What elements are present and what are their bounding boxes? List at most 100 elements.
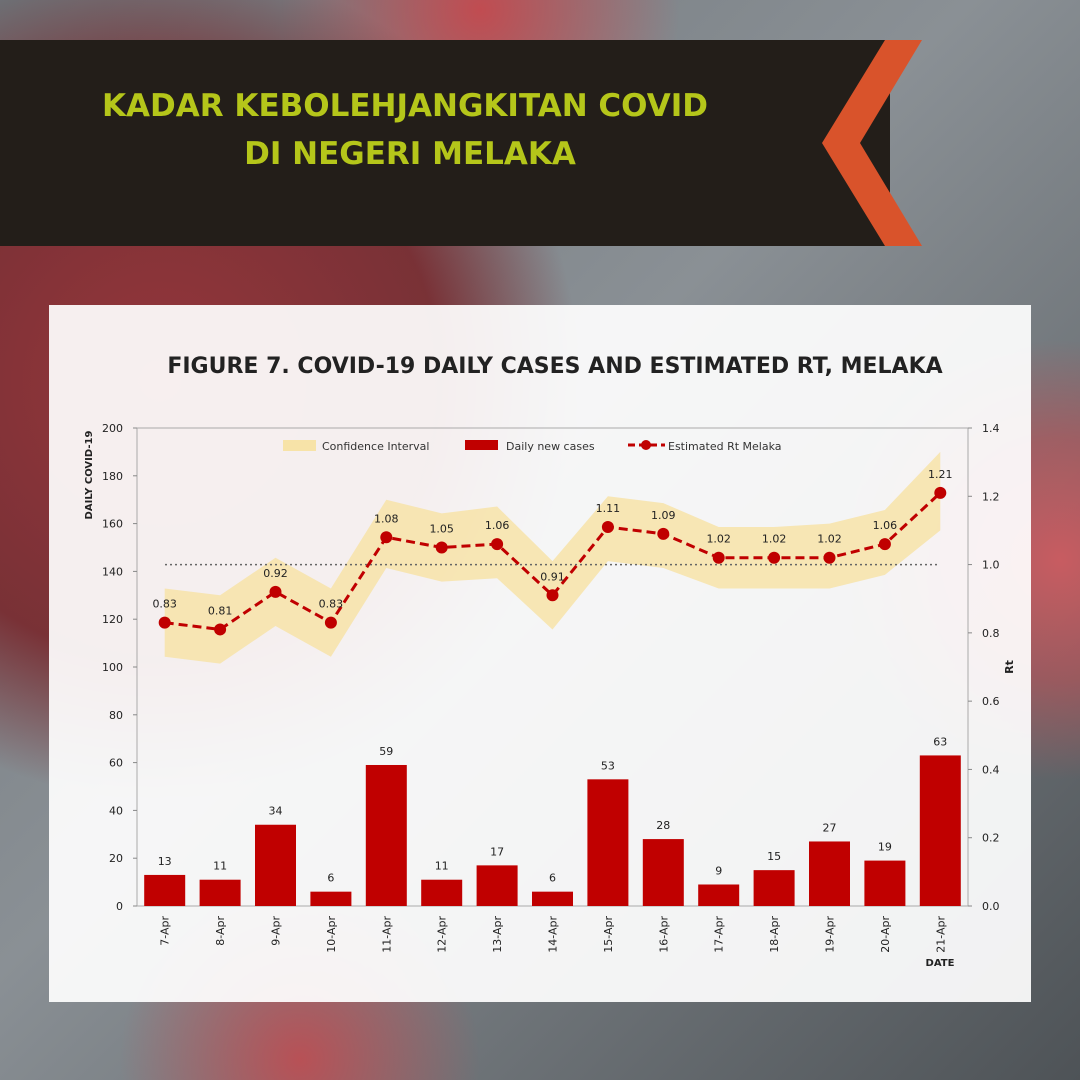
rt-point	[491, 538, 504, 551]
rt-point	[546, 589, 559, 602]
x-tick-label: 10-Apr	[325, 916, 338, 953]
y2-tick-label: 0.6	[982, 695, 1000, 708]
bar	[587, 779, 629, 906]
bar-label: 27	[823, 821, 837, 834]
bar-label: 53	[601, 759, 615, 772]
legend-label: Daily new cases	[506, 440, 595, 453]
y-tick-label: 60	[109, 757, 123, 770]
x-tick-label: 12-Apr	[436, 916, 449, 953]
bar-label: 9	[715, 864, 722, 877]
rt-label: 1.06	[873, 519, 898, 532]
rt-point	[657, 527, 670, 540]
rt-label: 0.81	[208, 604, 233, 617]
y-tick-label: 20	[109, 852, 123, 865]
y-tick-label: 100	[102, 661, 123, 674]
x-tick-label: 16-Apr	[657, 916, 670, 953]
y2-tick-label: 0.8	[982, 627, 1000, 640]
x-tick-label: 18-Apr	[768, 916, 781, 953]
y2-tick-label: 0.2	[982, 832, 1000, 845]
y2-tick-label: 0.0	[982, 900, 1000, 913]
bar-label: 59	[379, 745, 393, 758]
y-tick-label: 80	[109, 709, 123, 722]
banner-bg	[0, 40, 890, 246]
x-tick-label: 7-Apr	[159, 916, 172, 946]
rt-point	[380, 531, 393, 544]
rt-label: 1.11	[596, 502, 621, 515]
legend-label: Confidence Interval	[322, 440, 429, 453]
y-tick-label: 200	[102, 422, 123, 435]
bar	[698, 884, 740, 906]
rt-line	[164, 491, 942, 632]
rt-point	[435, 541, 448, 554]
bar-label: 11	[435, 860, 449, 873]
y-tick-label: 120	[102, 613, 123, 626]
bar	[753, 870, 795, 906]
rt-label: 0.83	[152, 598, 177, 611]
x-tick-label: 8-Apr	[214, 916, 227, 946]
bar	[310, 891, 352, 906]
rt-point	[934, 486, 947, 499]
y2-tick-label: 0.4	[982, 763, 1000, 776]
x-tick-label: 13-Apr	[491, 916, 504, 953]
bar-label: 6	[327, 872, 334, 885]
rt-label: 0.83	[319, 598, 344, 611]
y2-tick-label: 1.4	[982, 422, 1000, 435]
rt-label: 1.05	[429, 523, 454, 536]
rt-point	[214, 623, 227, 636]
bar-label: 63	[933, 735, 947, 748]
rt-label: 1.02	[762, 533, 787, 546]
legend-swatch	[641, 440, 651, 450]
y-tick-label: 180	[102, 470, 123, 483]
x-axis-label: DATE	[926, 958, 955, 969]
x-tick-label: 15-Apr	[602, 916, 615, 953]
rt-label: 0.92	[263, 567, 288, 580]
x-tick-label: 11-Apr	[380, 916, 393, 953]
x-tick-label: 9-Apr	[270, 916, 283, 946]
bar-label: 19	[878, 841, 892, 854]
bar	[365, 764, 407, 906]
bar	[255, 824, 296, 906]
bar-label: 28	[656, 819, 670, 832]
rt-point	[269, 585, 282, 598]
bar-label: 17	[490, 845, 504, 858]
rt-point	[712, 551, 725, 564]
rt-point	[823, 551, 836, 564]
bar	[809, 841, 850, 906]
bar	[864, 860, 906, 906]
rt-label: 1.08	[374, 512, 399, 525]
y-axis-label: DAILY COVID-19	[84, 431, 95, 520]
y2-tick-label: 1.0	[982, 559, 1000, 572]
rt-point	[158, 616, 171, 629]
rt-label: 1.02	[706, 533, 731, 546]
y-tick-label: 0	[116, 900, 123, 913]
rt-label: 1.02	[817, 533, 842, 546]
x-tick-label: 17-Apr	[713, 916, 726, 953]
legend-label: Estimated Rt Melaka	[668, 440, 782, 453]
rt-label: 0.91	[540, 570, 565, 583]
bar	[532, 891, 573, 906]
y-tick-label: 160	[102, 518, 123, 531]
bar	[642, 839, 684, 906]
header-line: DI NEGERI MELAKA	[244, 136, 576, 172]
x-tick-label: 14-Apr	[547, 916, 560, 953]
x-tick-label: 21-Apr	[934, 916, 947, 953]
y-tick-label: 140	[102, 565, 123, 578]
confidence-band	[164, 451, 941, 664]
rt-point	[324, 616, 337, 629]
bar	[421, 879, 463, 906]
rt-label: 1.06	[485, 519, 510, 532]
rt-point	[601, 521, 614, 534]
bar-label: 13	[158, 855, 172, 868]
rt-label: 1.09	[651, 509, 676, 522]
chevron	[822, 40, 922, 246]
y-tick-label: 40	[109, 804, 123, 817]
header-banner: KADAR KEBOLEHJANGKITAN COVID DI NEGERI M…	[0, 40, 922, 246]
chart-title: FIGURE 7. COVID-19 DAILY CASES AND ESTIM…	[167, 354, 942, 379]
bar-label: 34	[269, 805, 283, 818]
rt-point	[878, 538, 891, 551]
y2-axis-label: Rt	[1003, 660, 1016, 674]
header-line: KADAR KEBOLEHJANGKITAN COVID	[102, 88, 708, 124]
rt-label: 1.21	[928, 468, 953, 481]
